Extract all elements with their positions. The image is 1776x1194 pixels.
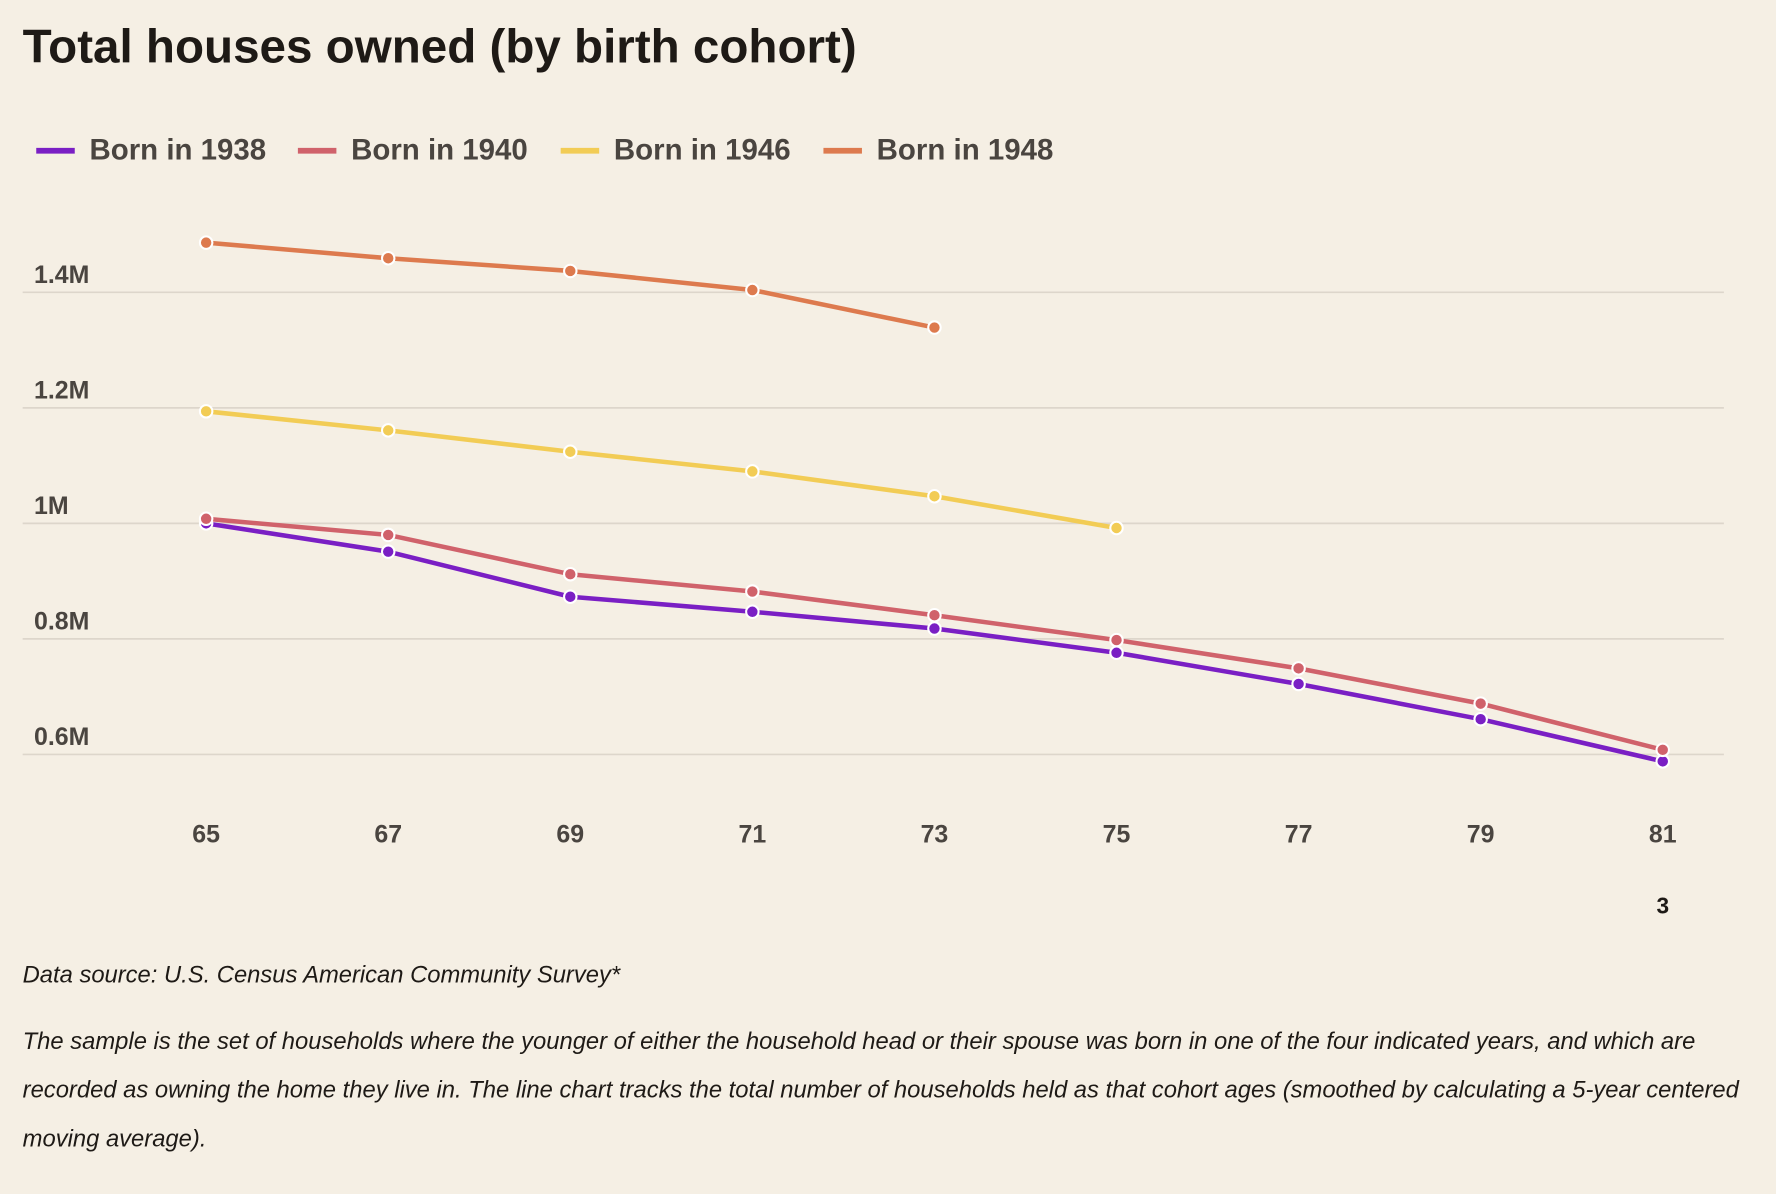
data-point bbox=[745, 464, 760, 479]
data-point bbox=[563, 589, 578, 604]
data-point bbox=[745, 604, 760, 620]
data-point bbox=[745, 584, 760, 599]
x-tick-label: 73 bbox=[921, 821, 949, 849]
data-point bbox=[380, 423, 396, 438]
legend-label: Born in 1940 bbox=[351, 134, 528, 167]
y-tick-label: 1M bbox=[34, 492, 69, 520]
x-tick-label: 67 bbox=[374, 821, 402, 849]
data-point bbox=[927, 320, 942, 335]
legend-label: Born in 1938 bbox=[89, 134, 266, 167]
chart-title: Total houses owned (by birth cohort) bbox=[23, 20, 857, 73]
data-point bbox=[927, 621, 942, 636]
series-line bbox=[205, 240, 935, 330]
x-tick-label: 77 bbox=[1285, 821, 1313, 849]
x-tick-label: 81 bbox=[1649, 821, 1677, 849]
y-tick-label: 1.2M bbox=[34, 377, 89, 405]
series-line bbox=[205, 521, 1664, 764]
data-point bbox=[380, 544, 396, 559]
data-point bbox=[1109, 520, 1124, 536]
series-line bbox=[205, 409, 1117, 531]
data-point bbox=[380, 527, 396, 543]
x-tick-label: 71 bbox=[739, 821, 767, 849]
data-point bbox=[563, 263, 578, 279]
data-point bbox=[198, 235, 214, 250]
note: The sample is the set of households wher… bbox=[22, 1028, 1739, 1152]
data-point bbox=[1291, 661, 1306, 676]
legend-label: Born in 1946 bbox=[614, 134, 791, 167]
y-tick-label: 0.8M bbox=[34, 608, 89, 636]
annotation: 3 bbox=[1656, 892, 1669, 918]
data-point bbox=[198, 404, 214, 419]
data-point bbox=[927, 607, 942, 623]
source: Data source: U.S. Census American Commun… bbox=[23, 962, 621, 989]
data-point bbox=[563, 444, 578, 459]
data-point bbox=[1473, 711, 1488, 727]
y-tick-label: 1.4M bbox=[34, 261, 89, 289]
data-point bbox=[1109, 645, 1124, 661]
data-point bbox=[745, 282, 760, 298]
x-tick-label: 75 bbox=[1103, 821, 1131, 849]
x-tick-label: 65 bbox=[192, 821, 220, 849]
data-point bbox=[1655, 742, 1670, 758]
data-point bbox=[563, 566, 578, 582]
legend-label: Born in 1948 bbox=[877, 134, 1054, 167]
x-tick-label: 79 bbox=[1467, 821, 1495, 849]
data-point bbox=[198, 511, 214, 527]
data-point bbox=[380, 250, 396, 266]
data-point bbox=[1473, 696, 1488, 711]
y-tick-label: 0.6M bbox=[34, 723, 89, 751]
data-point bbox=[1291, 676, 1306, 692]
data-point bbox=[1109, 632, 1124, 648]
x-tick-label: 69 bbox=[556, 821, 584, 849]
data-point bbox=[927, 488, 942, 504]
note-box: The sample is the set of households wher… bbox=[22, 1028, 1739, 1152]
